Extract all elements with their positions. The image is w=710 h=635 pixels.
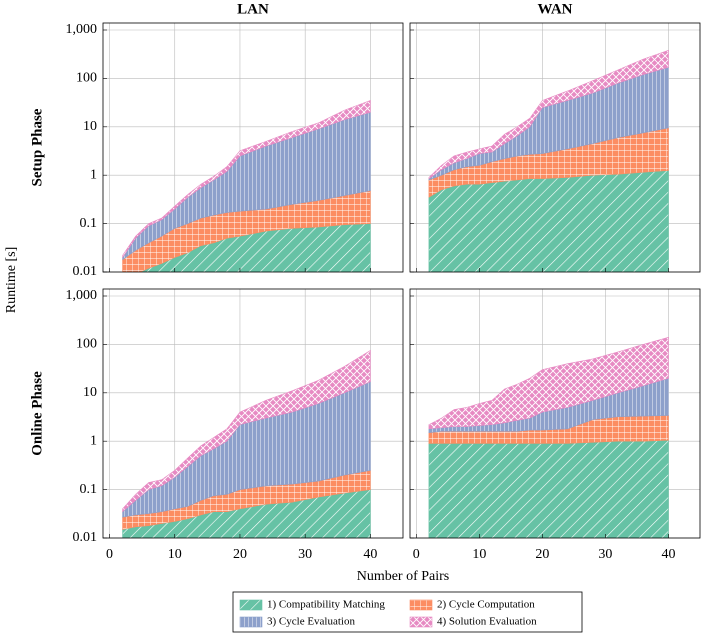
x-tick-label: 0 (106, 547, 113, 562)
column-title: WAN (537, 1, 572, 17)
y-tick-label: 100 (76, 71, 97, 86)
panel: 0 10 20 30 40 (409, 288, 701, 562)
x-tick-label: 40 (661, 547, 675, 562)
y-tick-label: 10 (83, 119, 97, 134)
x-axis-label: Number of Pairs (357, 569, 450, 584)
legend-label: 1) Compatibility Matching (267, 599, 385, 611)
y-axis-label: Runtime [s] (4, 247, 19, 314)
legend-swatch (239, 616, 263, 628)
y-tick-label: 1,000 (66, 22, 98, 37)
areas (122, 349, 371, 538)
y-tick-label: 1 (90, 167, 97, 182)
y-tick-label: 10 (83, 385, 97, 400)
row-label: Online Phase (29, 371, 45, 456)
legend-box (232, 591, 583, 633)
x-tick-label: 10 (472, 547, 486, 562)
area (428, 170, 669, 272)
column-title: LAN (237, 1, 269, 17)
y-tick-label: 100 (76, 337, 97, 352)
areas (428, 336, 669, 538)
legend-label: 4) Solution Evaluation (437, 616, 537, 628)
panel: 0 10 20 30 40 0.01 0.1 1 10 100 1,000 (66, 288, 404, 562)
y-tick-label: 0.1 (80, 482, 98, 497)
legend-label: 3) Cycle Evaluation (267, 616, 355, 628)
area (122, 100, 371, 259)
plot-frame (409, 288, 701, 539)
areas (122, 100, 371, 272)
panel (409, 22, 701, 273)
row-label: Setup Phase (29, 108, 45, 186)
y-tick-label: 1 (90, 433, 97, 448)
legend-label: 2) Cycle Computation (437, 599, 535, 611)
area (428, 336, 669, 430)
y-tick-label: 0.01 (73, 264, 98, 279)
legend-swatch (239, 599, 263, 611)
y-tick-label: 0.1 (80, 216, 98, 231)
x-tick-label: 30 (598, 547, 612, 562)
x-tick-label: 0 (413, 547, 420, 562)
y-tick-label: 1,000 (66, 288, 98, 303)
x-tick-label: 40 (363, 547, 377, 562)
x-tick-label: 20 (535, 547, 549, 562)
panel: 0.01 0.1 1 10 100 1,000 (66, 22, 404, 279)
x-tick-label: 30 (298, 547, 312, 562)
legend-swatch (409, 599, 433, 611)
legend-swatch (409, 616, 433, 628)
x-tick-label: 10 (168, 547, 182, 562)
x-tick-label: 20 (233, 547, 247, 562)
area (122, 349, 371, 513)
area (428, 439, 669, 538)
plot-frame (409, 22, 701, 273)
area (428, 49, 669, 180)
y-tick-label: 0.01 (73, 530, 98, 545)
areas (428, 49, 669, 272)
plot-frame (102, 22, 404, 273)
plot-frame (102, 288, 404, 539)
